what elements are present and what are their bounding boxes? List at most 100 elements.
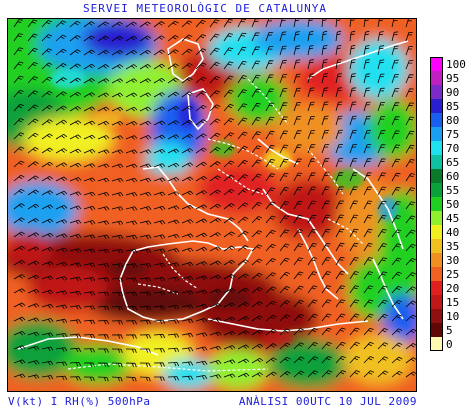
wind-barb xyxy=(153,362,165,367)
wind-barb xyxy=(363,73,371,84)
legend-swatch xyxy=(430,253,443,267)
wind-barb xyxy=(69,49,81,56)
legend-label: 55 xyxy=(446,184,460,197)
wind-barb xyxy=(321,313,332,322)
wind-barb xyxy=(181,176,194,182)
wind-barb xyxy=(209,288,222,294)
wind-barb xyxy=(293,186,303,196)
wind-barb xyxy=(153,149,166,154)
wind-barb xyxy=(97,78,110,84)
wind-barb xyxy=(55,34,67,42)
wind-barb xyxy=(251,19,260,28)
wind-barb xyxy=(153,49,165,56)
wind-barb xyxy=(223,203,235,210)
legend-item: 75 xyxy=(430,127,475,141)
wind-barb xyxy=(167,120,180,126)
wind-barb xyxy=(167,333,180,338)
wind-barb xyxy=(321,115,329,126)
wind-barb xyxy=(125,149,138,155)
wind-barb xyxy=(167,20,179,28)
wind-barb xyxy=(279,158,289,168)
wind-barb xyxy=(111,135,124,140)
wind-barb xyxy=(265,144,275,154)
wind-barb xyxy=(265,60,274,70)
wind-barb xyxy=(223,373,236,379)
wind-barb xyxy=(55,105,67,112)
wind-barb xyxy=(251,187,262,196)
wind-barb xyxy=(125,206,138,211)
wind-barb xyxy=(307,101,315,112)
wind-barb xyxy=(265,46,274,56)
wind-barb xyxy=(265,229,276,238)
wind-barb xyxy=(335,19,341,28)
wind-barb xyxy=(181,261,194,267)
wind-barb xyxy=(363,144,372,154)
wind-barb xyxy=(153,163,166,168)
wind-barb xyxy=(97,305,110,311)
legend-swatch xyxy=(430,309,443,323)
wind-barb xyxy=(83,191,96,197)
wind-barb xyxy=(363,200,373,210)
wind-barb xyxy=(209,104,221,112)
wind-barb xyxy=(279,271,290,280)
legend-label: 20 xyxy=(446,282,460,295)
legend-item: 100 xyxy=(430,57,475,71)
wind-barb xyxy=(265,201,276,210)
legend-swatch xyxy=(430,239,443,253)
wind-barb xyxy=(111,376,123,382)
legend-label: 65 xyxy=(446,156,460,169)
wind-barb xyxy=(293,19,300,28)
wind-barb xyxy=(335,44,342,56)
wind-barb xyxy=(293,285,304,294)
wind-barb xyxy=(293,158,302,168)
wind-barb xyxy=(111,92,124,98)
legend-swatch xyxy=(430,281,443,295)
wind-barb xyxy=(153,134,166,140)
wind-barb xyxy=(181,20,193,28)
wind-barb xyxy=(405,328,416,336)
wind-barb xyxy=(41,332,54,337)
wind-barb xyxy=(251,102,261,112)
wind-barb xyxy=(237,216,249,224)
wind-barb xyxy=(363,214,373,224)
wind-barb xyxy=(55,304,68,310)
wind-barb xyxy=(265,19,272,28)
wind-barb xyxy=(41,76,53,84)
legend-label: 90 xyxy=(446,86,460,99)
wind-barb xyxy=(237,202,249,210)
wind-barb xyxy=(349,44,356,56)
wind-barb xyxy=(125,163,138,169)
legend-swatch xyxy=(430,71,443,85)
wind-barb xyxy=(153,21,165,28)
wind-barb xyxy=(209,360,222,365)
wind-barb xyxy=(97,291,110,297)
wind-barb xyxy=(223,231,235,238)
wind-barb xyxy=(307,285,318,294)
wind-barb xyxy=(55,375,68,381)
wind-barb xyxy=(69,219,82,225)
wind-barb xyxy=(265,258,277,266)
wind-barb xyxy=(391,328,403,336)
wind-barb xyxy=(195,76,207,84)
wind-barb xyxy=(139,206,152,211)
wind-barb xyxy=(251,46,260,56)
wind-barb xyxy=(405,229,416,238)
wind-barb xyxy=(223,274,236,280)
wind-barb xyxy=(405,343,416,350)
wind-barb xyxy=(279,59,287,70)
wind-barb xyxy=(153,305,166,310)
wind-barb xyxy=(97,334,109,339)
legend-label: 80 xyxy=(446,114,460,127)
wind-barb xyxy=(125,35,138,42)
wind-barb xyxy=(405,215,416,224)
wind-barb xyxy=(363,30,370,42)
wind-barb xyxy=(349,257,359,266)
wind-barb xyxy=(377,45,385,56)
wind-barb xyxy=(377,342,389,350)
wind-barb xyxy=(377,87,385,98)
wind-barb xyxy=(83,305,96,310)
wind-barb xyxy=(27,274,40,280)
wind-barb xyxy=(69,91,82,98)
wind-barb xyxy=(335,299,346,308)
wind-barb xyxy=(181,332,194,338)
